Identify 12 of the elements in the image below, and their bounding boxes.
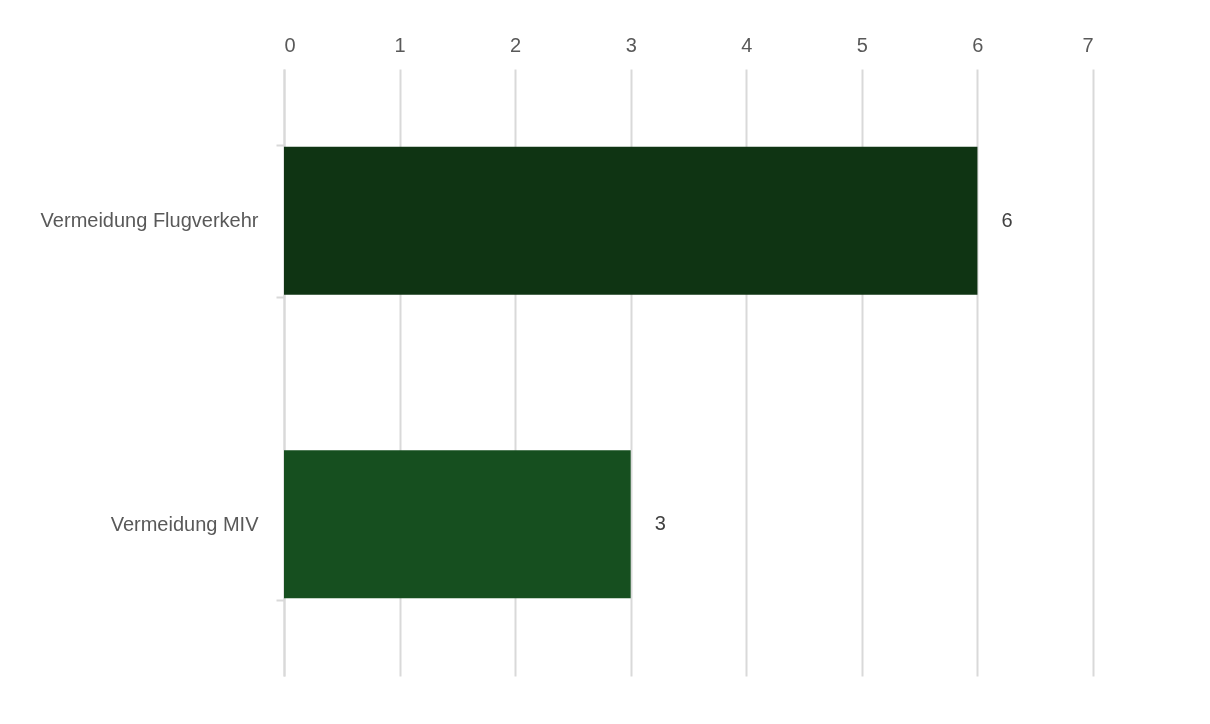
x-tick-label: 0 (284, 33, 296, 56)
x-tick-label: 5 (856, 33, 868, 56)
data-label: 6 (1001, 208, 1013, 231)
y-tick-label: Vermeidung Flugverkehr (40, 209, 259, 232)
x-tick-label: 6 (972, 33, 984, 56)
y-tick-label: Vermeidung MIV (110, 512, 260, 535)
x-tick-label: 1 (394, 33, 406, 56)
x-tick-label: 7 (1082, 33, 1094, 56)
x-tick-label: 2 (510, 33, 522, 56)
x-tick-label: 4 (741, 33, 753, 56)
data-label: 3 (654, 512, 666, 535)
x-tick-label: 3 (625, 33, 637, 56)
